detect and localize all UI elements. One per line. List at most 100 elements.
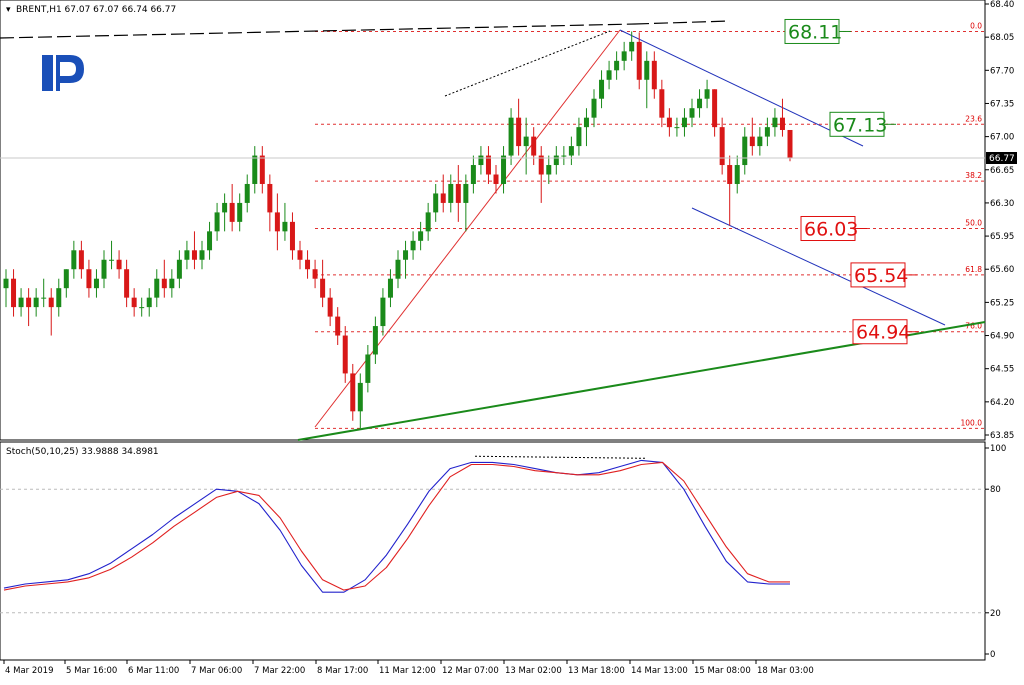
candle [418,221,424,251]
candle-body [312,269,318,279]
candle [222,193,228,232]
price-box: 66.03 [800,215,867,241]
current-price-marker [986,152,1017,164]
oscillator-tick-label: 20 [990,609,1001,619]
candle-body [764,127,770,137]
candle [403,240,409,279]
candle-body [614,60,620,71]
trendlines [0,20,986,441]
candle [583,108,589,147]
candle-body [508,117,514,156]
candle-body [433,193,439,213]
candle [131,288,137,317]
candle-body [403,250,409,260]
time-tick-label: 6 Mar 11:00 [128,666,179,676]
candle [11,269,17,317]
candle-body [33,297,39,308]
candle [109,240,115,270]
candle [787,129,793,162]
price-tick-label: 68.05 [990,33,1014,43]
candle [764,117,770,147]
candle [478,146,484,175]
oscillator-header: Stoch(50,10,25) 33.9888 34.8981 [6,447,159,457]
candle [561,146,567,166]
candle [139,297,145,317]
stochastic-line [3,459,790,593]
candle-body [169,278,175,289]
fib-level-label: 61.8 [965,265,982,274]
candles [3,31,793,429]
candle [553,146,559,175]
candle-body [124,269,130,298]
candle-body [207,231,213,251]
time-tick-label: 13 Mar 18:00 [568,666,625,676]
candle-body [674,127,680,129]
candle-body [538,155,544,175]
candle [508,108,514,166]
candle-body [161,278,167,289]
oscillator-divergence-line [474,455,646,459]
price-axis: 68.40 68.05 67.70 67.35 67.00 66.65 66.30 65.95… [985,0,1014,441]
candle [719,117,725,175]
candle [485,146,491,184]
candle-body [229,202,235,222]
candle [433,183,439,222]
candle [576,117,582,156]
candle-body [3,278,9,289]
candle-body [372,326,378,355]
candle-body [478,155,484,166]
candle [184,240,190,270]
fib-level-label: 50.0 [965,218,982,227]
time-tick-label: 18 Mar 03:00 [757,666,814,676]
time-tick-label: 7 Mar 22:00 [254,666,305,676]
candle [146,288,152,317]
candle [191,231,197,270]
time-tick-label: 13 Mar 02:00 [505,666,562,676]
candle [599,70,605,109]
candle [395,250,401,289]
price-tick-label: 65.95 [990,232,1014,242]
candle [101,250,107,289]
candle-body [252,155,258,184]
channel-lower-line [691,207,946,326]
candle-body [727,165,733,184]
oscillator-levels [0,455,985,614]
candle-body [606,70,612,80]
price-box: 64.94 [852,319,919,345]
candle [335,307,341,346]
candle-body [629,41,635,52]
candle-body [501,155,507,184]
candle-body [651,60,657,90]
time-tick-label: 8 Mar 17:00 [317,666,368,676]
candle [207,221,213,260]
candle [327,288,333,327]
oscillator-pane[interactable] [0,441,986,661]
candle-body [297,250,303,260]
candle [704,79,710,109]
candle [387,269,393,308]
candle-body [71,250,77,270]
candle-body [342,335,348,374]
candle [531,127,537,166]
candle [86,259,92,298]
candle [372,316,378,364]
candle-body [222,202,228,213]
candle [237,193,243,232]
candle-body [395,259,401,279]
candle [350,363,356,421]
candle-body [418,231,424,241]
candle [365,345,371,393]
candle-body [591,98,597,118]
candle [410,231,416,260]
candle [712,89,718,137]
candle [56,278,62,317]
candle-body [531,136,537,156]
candle [267,174,273,232]
candle-body [757,136,763,147]
candle [651,51,657,99]
fib-level-label: 100.0 [961,418,983,427]
candle [289,212,295,260]
candle [63,269,69,298]
